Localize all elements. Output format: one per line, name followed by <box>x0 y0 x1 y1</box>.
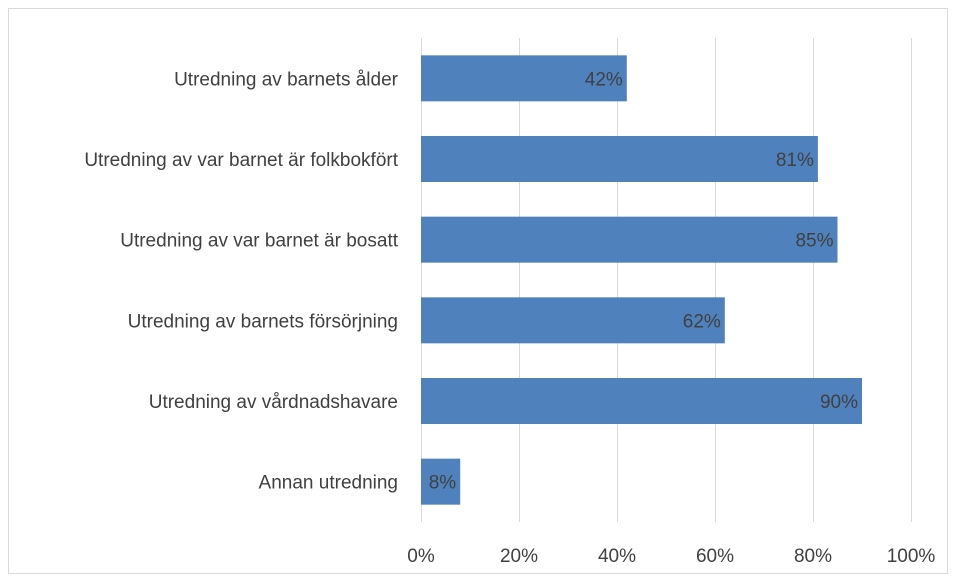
bars <box>421 55 862 505</box>
chart-frame <box>8 8 948 574</box>
x-tick-label: 60% <box>696 546 734 567</box>
category-label: Utredning av var barnet är folkbokfört <box>84 150 398 171</box>
gridlines <box>421 38 912 522</box>
x-tick-label: 0% <box>407 546 435 567</box>
category-label: Utredning av barnets försörjning <box>128 311 398 332</box>
x-tick-label: 40% <box>598 546 636 567</box>
data-label: 62% <box>683 311 721 332</box>
category-labels: Utredning av barnets ålder Utredning av v… <box>84 69 398 493</box>
data-label: 8% <box>429 473 457 494</box>
x-axis-tick-labels: 0% 20% 40% 60% 80% 100% <box>407 546 935 567</box>
category-label: Utredning av var barnet är bosatt <box>120 231 398 252</box>
data-label: 85% <box>795 231 833 252</box>
category-label: Utredning av barnets ålder <box>174 69 399 90</box>
bar <box>421 216 838 263</box>
bar <box>421 136 818 182</box>
data-label: 81% <box>776 150 814 171</box>
x-tick-label: 20% <box>500 546 538 567</box>
x-tick-label: 100% <box>887 546 936 567</box>
bar <box>421 55 627 102</box>
category-label: Annan utredning <box>259 473 398 494</box>
category-label: Utredning av vårdnadshavare <box>149 392 398 413</box>
bar <box>421 458 461 505</box>
bar <box>421 297 725 344</box>
data-label: 90% <box>820 392 858 413</box>
bar <box>421 378 862 424</box>
data-labels: 42% 81% 85% 62% 90% 8% <box>429 69 858 493</box>
data-label: 42% <box>585 69 623 90</box>
x-tick-label: 80% <box>794 546 832 567</box>
